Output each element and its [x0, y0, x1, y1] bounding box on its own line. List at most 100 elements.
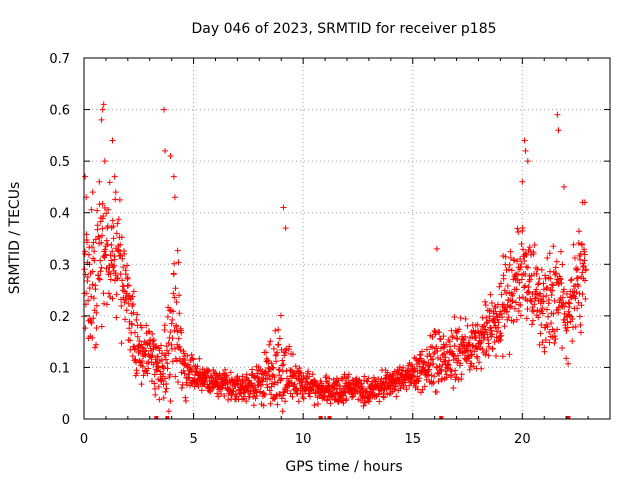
zero-marker — [165, 416, 170, 419]
data-point — [196, 355, 203, 362]
data-point — [98, 239, 105, 246]
data-point — [170, 308, 177, 315]
data-point — [521, 137, 528, 144]
data-point — [550, 282, 557, 289]
data-point — [307, 393, 314, 400]
data-point — [167, 398, 174, 405]
data-point — [525, 283, 532, 290]
data-point — [275, 341, 282, 348]
data-point — [554, 326, 561, 333]
data-point — [522, 282, 529, 289]
data-point — [152, 344, 159, 351]
data-point — [573, 267, 580, 273]
data-point — [435, 378, 442, 385]
data-point — [568, 276, 575, 283]
data-point — [213, 379, 220, 386]
data-point — [544, 323, 551, 330]
data-point — [129, 353, 136, 360]
y-tick-label: 0.5 — [49, 155, 70, 170]
data-point — [350, 393, 357, 400]
data-point — [509, 298, 516, 305]
data-point — [89, 281, 96, 288]
data-point — [122, 271, 129, 278]
data-point — [171, 260, 178, 267]
data-point — [168, 320, 175, 327]
data-point — [400, 364, 407, 371]
data-point — [262, 349, 269, 356]
data-point — [467, 362, 474, 369]
data-point — [581, 199, 588, 206]
data-point — [283, 367, 290, 374]
data-point — [144, 370, 151, 377]
data-point — [485, 343, 492, 350]
data-point — [437, 336, 444, 343]
data-point — [380, 390, 387, 397]
data-point — [464, 322, 471, 329]
data-point — [497, 280, 504, 287]
data-point — [457, 360, 464, 367]
data-point — [445, 357, 452, 364]
data-point — [555, 309, 562, 316]
data-point — [306, 373, 313, 380]
data-point — [180, 350, 187, 357]
data-point — [107, 270, 114, 277]
data-point — [95, 275, 102, 282]
data-point — [120, 263, 127, 270]
data-point — [109, 248, 116, 255]
data-point — [157, 342, 164, 349]
data-point — [93, 341, 100, 348]
data-point — [419, 386, 426, 393]
data-point — [436, 363, 443, 370]
data-point — [140, 372, 147, 379]
data-point — [117, 271, 124, 278]
data-point — [160, 370, 167, 377]
data-point — [453, 329, 460, 336]
data-point — [82, 173, 89, 180]
data-point — [513, 299, 520, 306]
data-point — [517, 264, 524, 271]
zero-marker — [318, 416, 323, 419]
y-tick-label: 0.3 — [49, 258, 70, 273]
data-point — [538, 266, 545, 273]
data-point — [425, 372, 432, 379]
data-point — [170, 173, 177, 180]
data-point — [436, 329, 443, 336]
data-point — [540, 293, 547, 300]
data-point — [81, 266, 88, 273]
data-point — [507, 248, 514, 255]
data-point — [516, 294, 523, 301]
data-point — [121, 250, 128, 257]
data-point — [421, 359, 428, 366]
data-point — [111, 173, 118, 180]
data-point — [504, 316, 511, 323]
data-point — [155, 383, 162, 390]
data-point — [171, 327, 178, 334]
data-point — [100, 213, 107, 220]
data-point — [569, 338, 576, 345]
data-point — [268, 360, 275, 367]
data-point — [90, 315, 97, 322]
data-point — [433, 245, 440, 252]
data-point — [275, 326, 282, 333]
data-point — [172, 285, 179, 292]
data-point — [445, 362, 452, 369]
data-point — [540, 298, 547, 305]
data-point — [535, 314, 542, 321]
data-point — [343, 396, 350, 403]
data-point — [344, 374, 351, 381]
data-point — [97, 268, 104, 275]
data-point — [114, 275, 121, 282]
data-point — [99, 200, 106, 207]
data-point — [142, 347, 149, 354]
data-point — [443, 371, 450, 378]
data-point — [97, 257, 104, 264]
data-point — [114, 220, 121, 227]
data-point — [537, 290, 544, 297]
data-point — [548, 281, 555, 288]
data-point — [403, 386, 410, 393]
data-point — [124, 275, 131, 282]
data-point — [517, 301, 524, 308]
data-point — [433, 388, 440, 395]
data-point — [175, 259, 182, 266]
data-point — [560, 183, 567, 190]
